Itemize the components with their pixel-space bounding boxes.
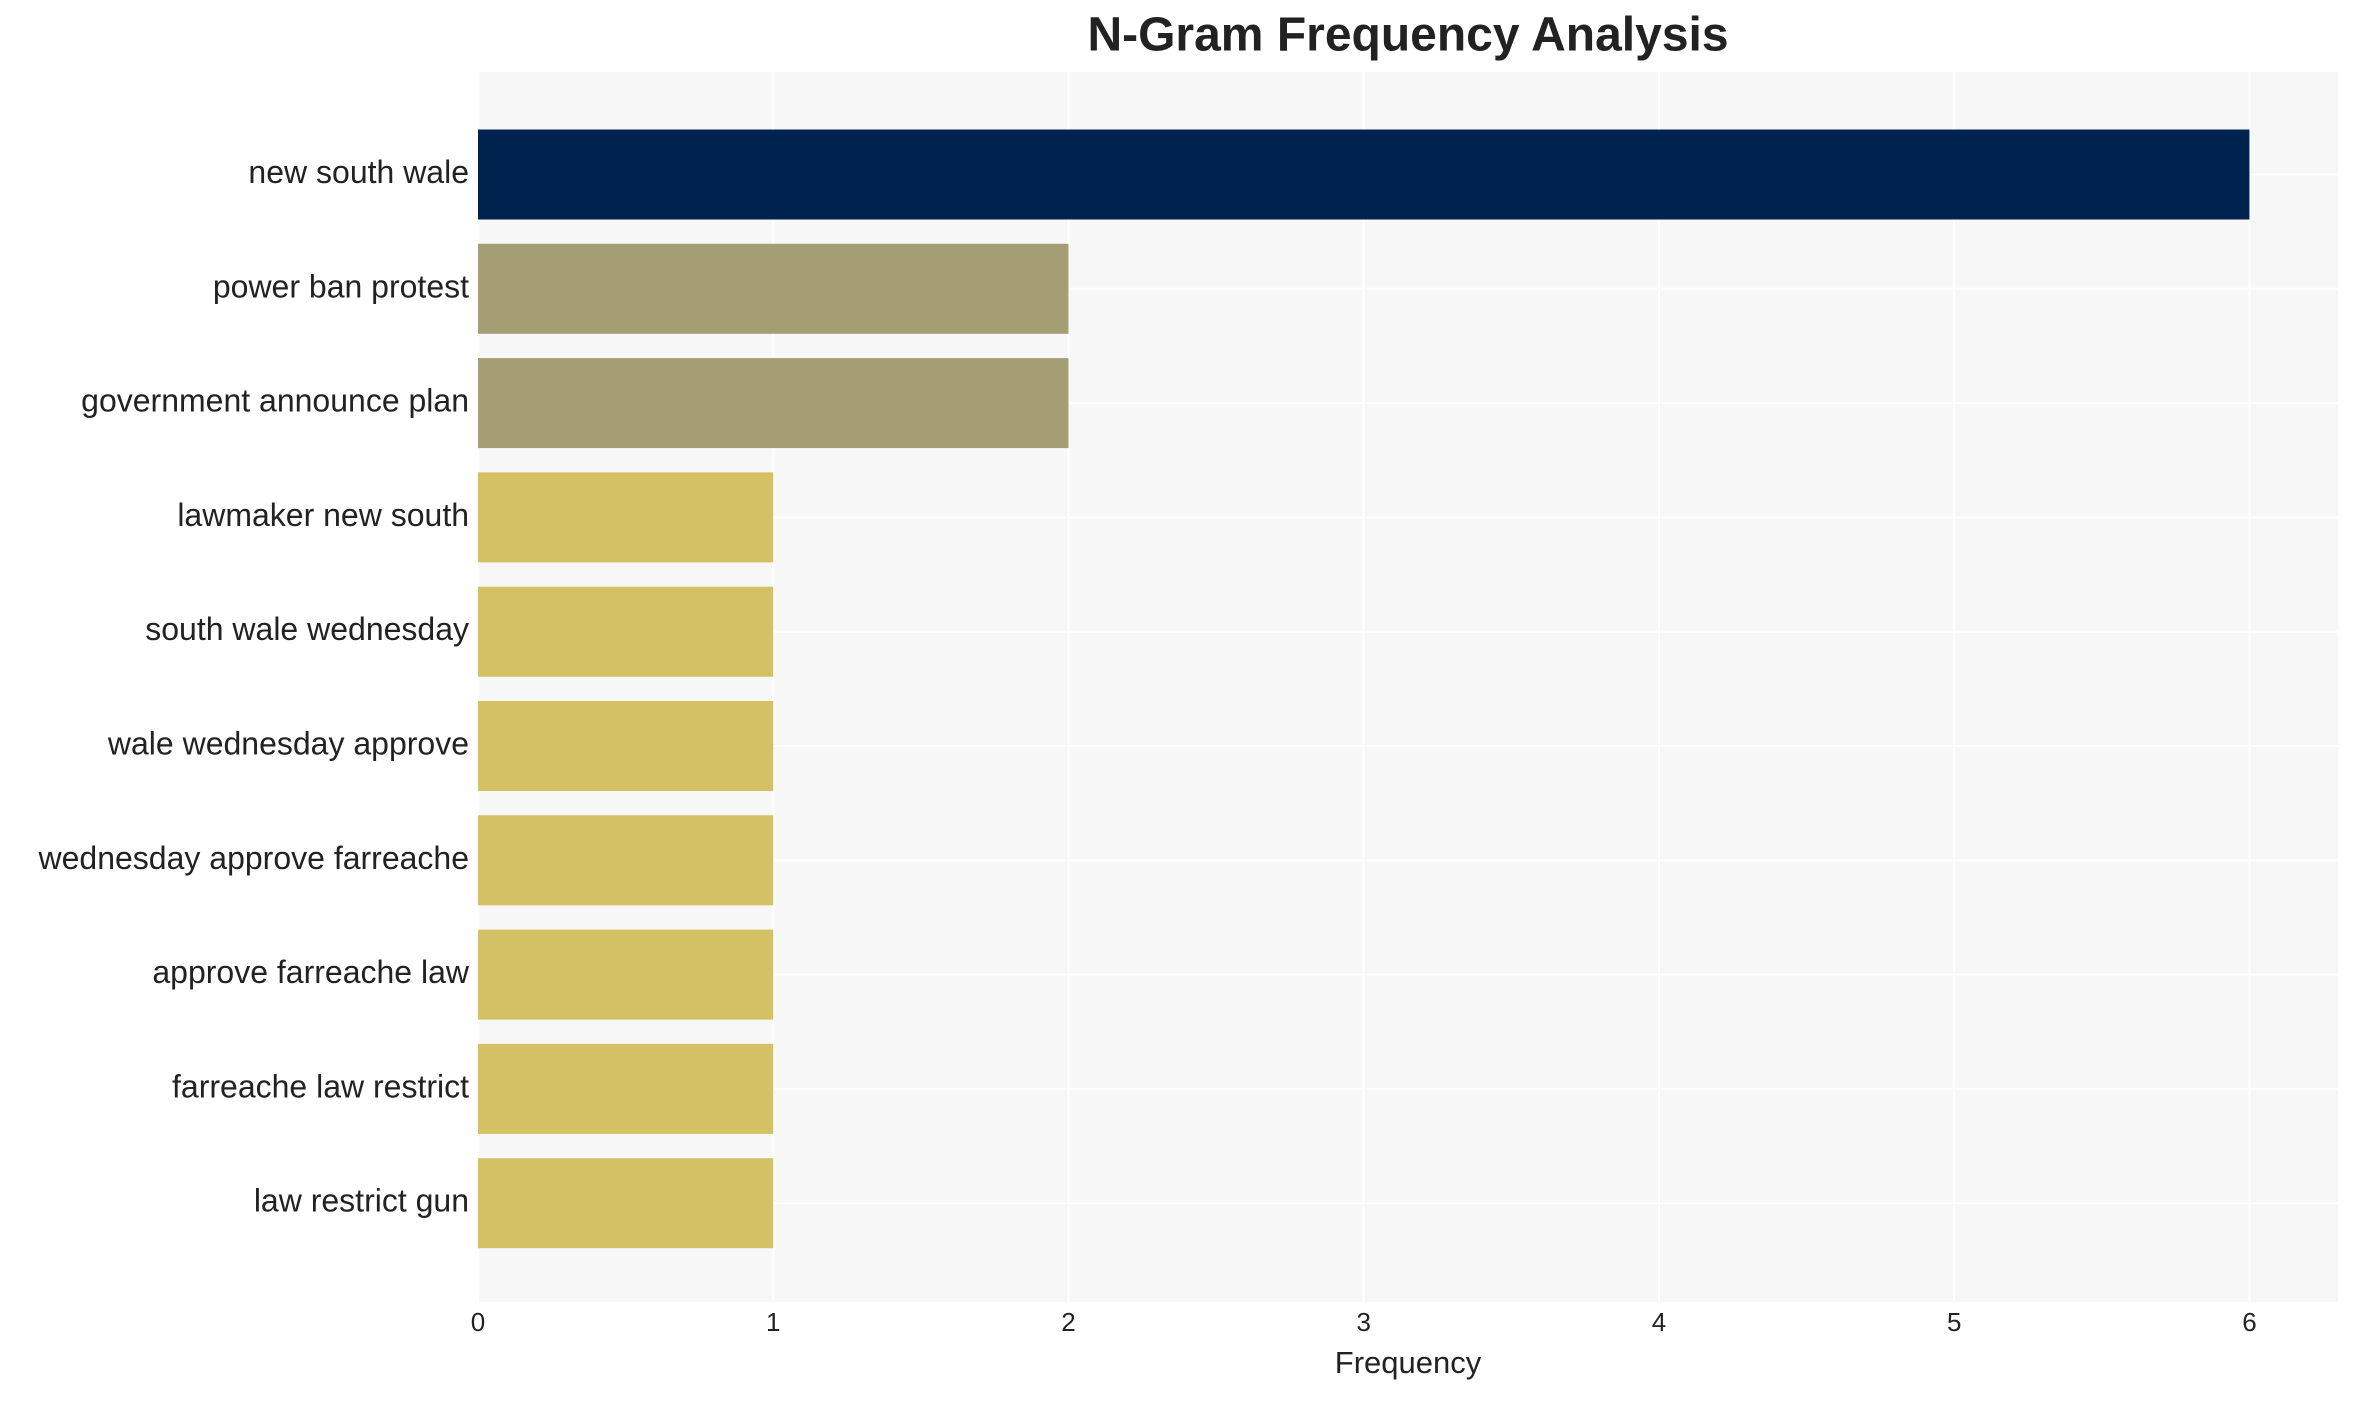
bar — [478, 701, 774, 791]
x-tick-label: 5 — [1947, 1307, 1961, 1337]
x-tick-label: 4 — [1652, 1307, 1666, 1337]
y-tick-label: new south wale — [248, 154, 469, 190]
bar — [478, 243, 1069, 334]
bar — [478, 472, 774, 563]
y-tick-label: farreache law restrict — [172, 1068, 469, 1104]
y-tick-label: wednesday approve farreache — [38, 840, 470, 876]
bar — [478, 1158, 774, 1249]
y-tick-label: lawmaker new south — [177, 497, 469, 533]
bar — [478, 815, 774, 906]
y-tick-label: law restrict gun — [254, 1183, 469, 1219]
bar — [478, 129, 2250, 220]
bar — [478, 358, 1069, 449]
x-tick-label: 2 — [1061, 1307, 1075, 1337]
y-tick-label: wale wednesday approve — [107, 725, 469, 761]
y-tick-label: approve farreache law — [152, 954, 470, 990]
bar — [478, 586, 774, 677]
y-tick-label: power ban protest — [213, 268, 469, 304]
y-tick-label: south wale wednesday — [145, 611, 469, 647]
x-tick-label: 3 — [1356, 1307, 1370, 1337]
x-tick-label: 0 — [471, 1307, 485, 1337]
x-axis-label: Frequency — [1335, 1345, 1482, 1380]
x-tick-label: 1 — [766, 1307, 780, 1337]
bar — [478, 1043, 774, 1134]
y-tick-label: government announce plan — [81, 383, 469, 419]
x-tick-label: 6 — [2242, 1307, 2256, 1337]
bar — [478, 929, 774, 1020]
chart-title: N-Gram Frequency Analysis — [1087, 9, 1728, 62]
